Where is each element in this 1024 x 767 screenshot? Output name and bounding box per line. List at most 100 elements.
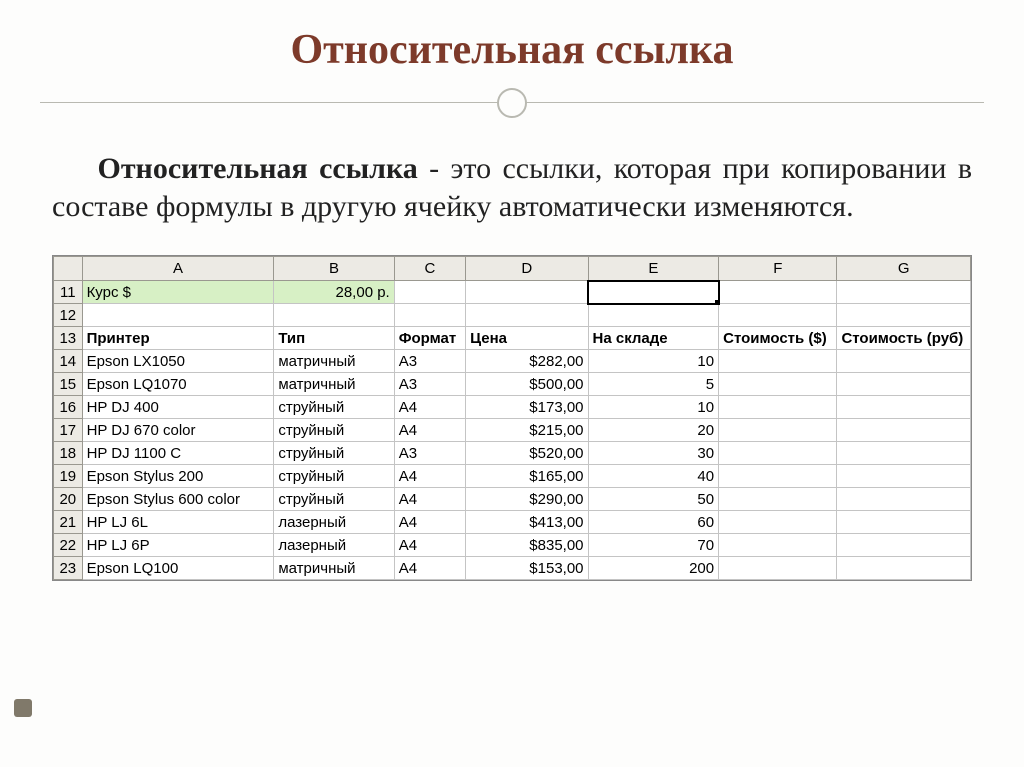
cell[interactable]: 200 — [588, 557, 719, 580]
cell[interactable]: A3 — [394, 442, 465, 465]
cell[interactable]: $835,00 — [466, 534, 588, 557]
cell[interactable] — [837, 442, 971, 465]
cell[interactable]: 5 — [588, 373, 719, 396]
cell[interactable] — [837, 281, 971, 304]
cell[interactable]: Тип — [274, 327, 394, 350]
column-header[interactable]: A — [82, 256, 274, 281]
row-header[interactable]: 11 — [54, 281, 83, 304]
cell[interactable] — [394, 281, 465, 304]
cell[interactable]: матричный — [274, 373, 394, 396]
cell[interactable]: $282,00 — [466, 350, 588, 373]
corner-cell[interactable] — [54, 256, 83, 281]
cell[interactable] — [719, 465, 837, 488]
cell[interactable] — [394, 304, 465, 327]
row-header[interactable]: 22 — [54, 534, 83, 557]
cell[interactable] — [719, 373, 837, 396]
cell[interactable]: На складе — [588, 327, 719, 350]
cell[interactable]: Формат — [394, 327, 465, 350]
cell[interactable]: 20 — [588, 419, 719, 442]
cell[interactable]: A3 — [394, 373, 465, 396]
cell[interactable] — [837, 465, 971, 488]
cell[interactable] — [837, 557, 971, 580]
column-header[interactable]: B — [274, 256, 394, 281]
cell[interactable]: струйный — [274, 442, 394, 465]
cell[interactable]: Стоимость (руб) — [837, 327, 971, 350]
row-header[interactable]: 16 — [54, 396, 83, 419]
column-header[interactable]: E — [588, 256, 719, 281]
column-header[interactable]: C — [394, 256, 465, 281]
cell[interactable] — [719, 281, 837, 304]
cell[interactable]: A4 — [394, 534, 465, 557]
cell[interactable]: $413,00 — [466, 511, 588, 534]
cell[interactable] — [719, 419, 837, 442]
cell[interactable] — [719, 557, 837, 580]
cell[interactable] — [837, 396, 971, 419]
cell[interactable] — [588, 304, 719, 327]
cell[interactable] — [719, 534, 837, 557]
cell[interactable] — [274, 304, 394, 327]
cell[interactable]: A4 — [394, 511, 465, 534]
row-header[interactable]: 17 — [54, 419, 83, 442]
cell[interactable]: 28,00 р. — [274, 281, 394, 304]
cell[interactable]: 10 — [588, 350, 719, 373]
cell[interactable] — [466, 304, 588, 327]
cell[interactable]: $153,00 — [466, 557, 588, 580]
cell[interactable]: матричный — [274, 350, 394, 373]
cell[interactable]: HP DJ 400 — [82, 396, 274, 419]
row-header[interactable]: 15 — [54, 373, 83, 396]
row-header[interactable]: 19 — [54, 465, 83, 488]
cell[interactable] — [837, 350, 971, 373]
cell[interactable] — [837, 304, 971, 327]
cell[interactable] — [837, 511, 971, 534]
row-header[interactable]: 12 — [54, 304, 83, 327]
cell[interactable]: 60 — [588, 511, 719, 534]
cell[interactable]: струйный — [274, 488, 394, 511]
row-header[interactable]: 23 — [54, 557, 83, 580]
row-header[interactable]: 14 — [54, 350, 83, 373]
cell[interactable]: Epson LQ1070 — [82, 373, 274, 396]
cell[interactable] — [837, 419, 971, 442]
cell[interactable]: HP LJ 6P — [82, 534, 274, 557]
column-header[interactable]: D — [466, 256, 588, 281]
cell[interactable] — [719, 511, 837, 534]
cell[interactable]: Стоимость ($) — [719, 327, 837, 350]
cell[interactable]: Epson Stylus 200 — [82, 465, 274, 488]
cell[interactable]: Epson LQ100 — [82, 557, 274, 580]
cell[interactable]: Курс $ — [82, 281, 274, 304]
cell[interactable] — [719, 350, 837, 373]
cell[interactable] — [837, 534, 971, 557]
cell[interactable] — [719, 442, 837, 465]
row-header[interactable]: 20 — [54, 488, 83, 511]
cell[interactable]: HP DJ 670 color — [82, 419, 274, 442]
cell[interactable]: HP LJ 6L — [82, 511, 274, 534]
row-header[interactable]: 13 — [54, 327, 83, 350]
cell[interactable]: лазерный — [274, 511, 394, 534]
cell[interactable]: $215,00 — [466, 419, 588, 442]
cell[interactable]: 30 — [588, 442, 719, 465]
cell[interactable]: $290,00 — [466, 488, 588, 511]
cell[interactable]: 40 — [588, 465, 719, 488]
cell[interactable]: Цена — [466, 327, 588, 350]
cell[interactable]: струйный — [274, 465, 394, 488]
cell[interactable]: матричный — [274, 557, 394, 580]
cell[interactable]: A4 — [394, 488, 465, 511]
cell[interactable] — [719, 488, 837, 511]
cell[interactable]: A4 — [394, 396, 465, 419]
cell[interactable] — [466, 281, 588, 304]
cell[interactable] — [837, 488, 971, 511]
cell[interactable]: $165,00 — [466, 465, 588, 488]
cell[interactable]: $500,00 — [466, 373, 588, 396]
row-header[interactable]: 18 — [54, 442, 83, 465]
cell[interactable]: Принтер — [82, 327, 274, 350]
cell[interactable]: лазерный — [274, 534, 394, 557]
cell[interactable]: Epson LX1050 — [82, 350, 274, 373]
column-header[interactable]: G — [837, 256, 971, 281]
cell[interactable] — [588, 281, 719, 304]
cell[interactable] — [837, 373, 971, 396]
cell[interactable] — [719, 304, 837, 327]
cell[interactable]: 10 — [588, 396, 719, 419]
cell[interactable] — [82, 304, 274, 327]
cell[interactable] — [719, 396, 837, 419]
cell[interactable]: $173,00 — [466, 396, 588, 419]
cell[interactable]: струйный — [274, 396, 394, 419]
